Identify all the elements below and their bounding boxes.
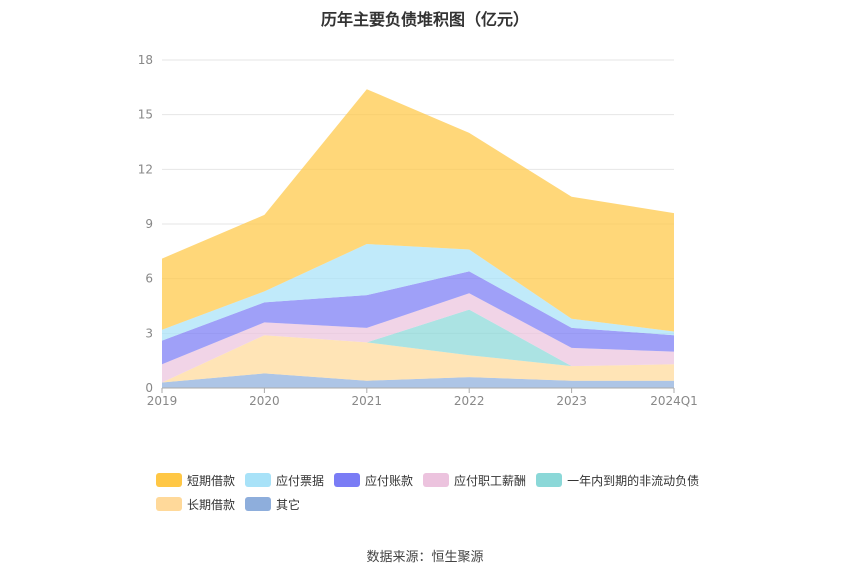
area-series-0 bbox=[162, 373, 674, 388]
y-tick-label: 6 bbox=[145, 272, 153, 286]
area-series-3 bbox=[162, 293, 674, 383]
legend-item[interactable]: 短期借款 bbox=[156, 472, 235, 488]
legend-swatch bbox=[423, 473, 450, 487]
y-tick-label: 3 bbox=[145, 326, 153, 340]
data-source: 数据来源：恒生聚源 bbox=[366, 550, 484, 565]
area-series-4 bbox=[162, 271, 674, 365]
legend-label: 应付票据 bbox=[276, 473, 325, 488]
y-tick-label: 18 bbox=[138, 53, 153, 67]
chart-title: 历年主要负债堆积图（亿元） bbox=[320, 10, 529, 29]
legend-swatch bbox=[245, 497, 272, 511]
legend-item[interactable]: 应付职工薪酬 bbox=[423, 472, 526, 488]
chart-legend: 短期借款 应付票据 应付账款 应付职工薪酬 一年内到期的非流动负债长期借款 其它 bbox=[156, 472, 716, 520]
legend-label: 应付职工薪酬 bbox=[454, 473, 527, 488]
legend-item[interactable]: 长期借款 bbox=[156, 496, 235, 512]
legend-swatch bbox=[245, 473, 272, 487]
y-tick-label: 12 bbox=[138, 162, 153, 176]
legend-swatch bbox=[156, 473, 182, 487]
area-series-2 bbox=[162, 309, 674, 383]
legend-label: 一年内到期的非流动负债 bbox=[567, 473, 700, 488]
legend-item[interactable]: 一年内到期的非流动负债 bbox=[536, 472, 699, 488]
legend-swatch bbox=[156, 497, 182, 511]
legend-label: 短期借款 bbox=[187, 473, 236, 488]
stacked-area-chart: 0 3 6 9 12 15 18 2019 2020 2021 2022 2023 2024Q1 bbox=[138, 53, 698, 408]
legend-item[interactable]: 其它 bbox=[245, 496, 300, 512]
legend-swatch bbox=[536, 473, 563, 487]
legend-label: 其它 bbox=[276, 497, 301, 512]
legend-swatch bbox=[334, 473, 361, 487]
x-tick-label: 2022 bbox=[454, 394, 485, 408]
x-tick-label: 2020 bbox=[249, 394, 280, 408]
legend-label: 长期借款 bbox=[187, 497, 236, 512]
y-tick-label: 15 bbox=[138, 108, 153, 122]
legend-item[interactable]: 应付票据 bbox=[245, 472, 324, 488]
x-tick-label: 2023 bbox=[556, 394, 587, 408]
area-series-6 bbox=[162, 89, 674, 332]
y-tick-label: 0 bbox=[145, 381, 153, 395]
area-series-1 bbox=[162, 335, 674, 383]
legend-label: 应付账款 bbox=[365, 473, 414, 488]
x-tick-label: 2019 bbox=[147, 394, 178, 408]
x-tick-label: 2024Q1 bbox=[650, 394, 698, 408]
legend-item[interactable]: 应付账款 bbox=[334, 472, 413, 488]
x-tick-label: 2021 bbox=[352, 394, 383, 408]
y-tick-label: 9 bbox=[145, 217, 153, 231]
area-series-5 bbox=[162, 244, 674, 341]
